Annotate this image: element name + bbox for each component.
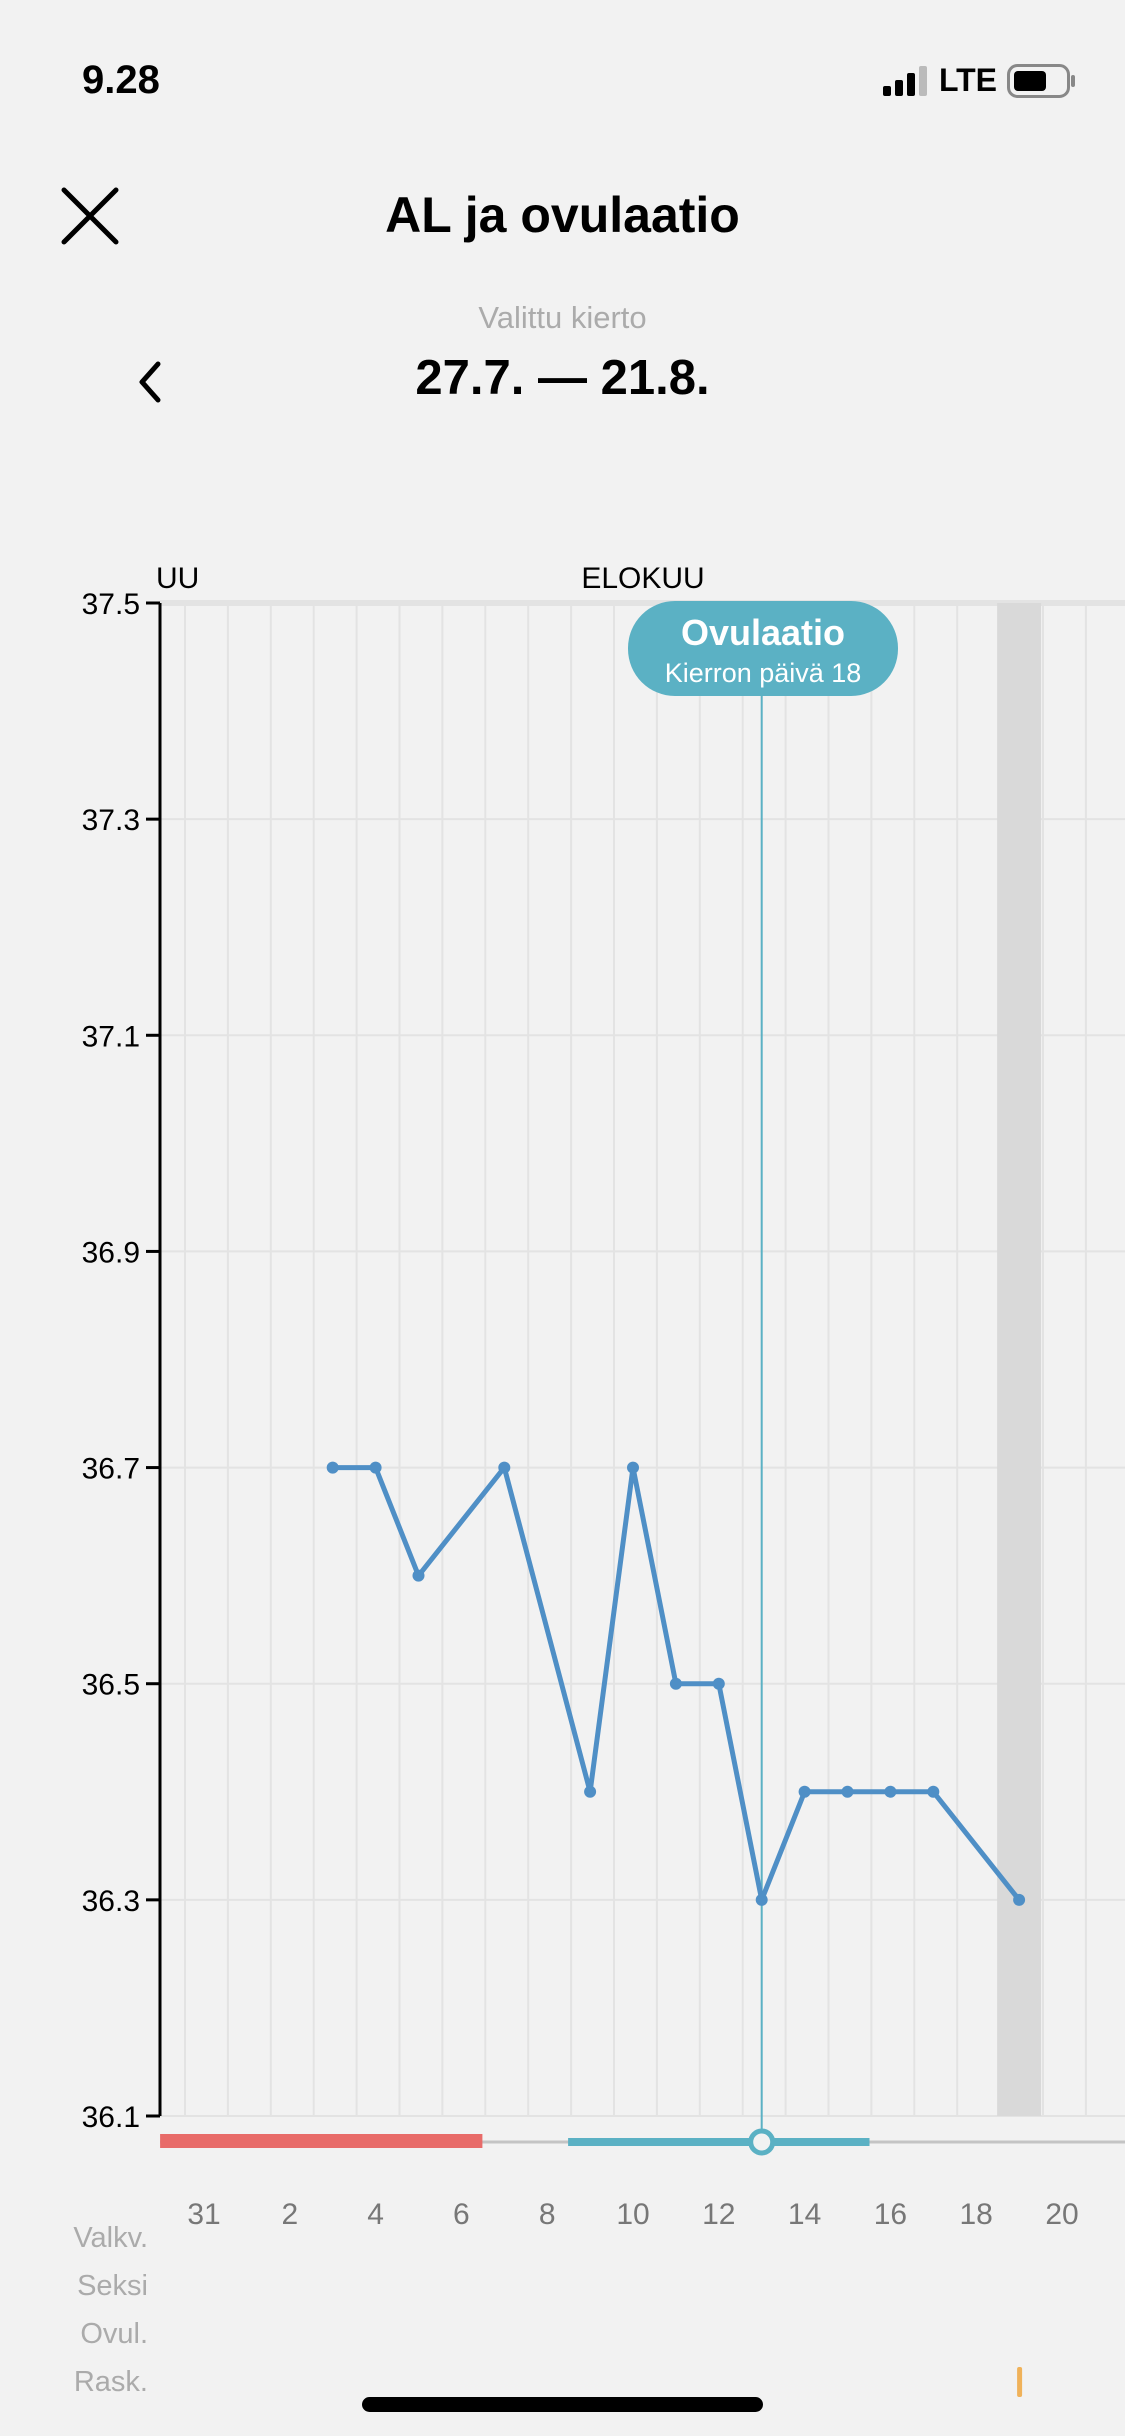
x-axis-labels: 31 2 4 6 8 10 12 14 16 18 20 — [187, 2198, 1078, 2231]
cycle-label: Valittu kierto — [478, 300, 647, 335]
status-icons: LTE — [882, 62, 1077, 99]
temperature-line — [332, 1465, 1022, 1903]
x-tick-label: 4 — [367, 2198, 384, 2231]
y-tick-label: 37.3 — [82, 804, 140, 837]
data-point — [884, 1785, 897, 1798]
status-time: 9.28 — [82, 58, 160, 102]
highlighted-day-band — [997, 603, 1042, 2116]
x-tick-label: 10 — [616, 2198, 649, 2231]
chart-grid — [160, 600, 1125, 2117]
cycle-range: 27.7. — 21.8. — [415, 351, 710, 405]
data-point — [1013, 1893, 1026, 1906]
x-tick-label: 20 — [1045, 2198, 1078, 2231]
y-tick-label: 36.3 — [82, 1885, 140, 1918]
x-tick-label: 16 — [874, 2198, 907, 2231]
x-tick-label: 12 — [702, 2198, 735, 2231]
y-tick-label: 37.1 — [82, 1020, 140, 1053]
row-label-sex: Seksi — [77, 2270, 148, 2302]
x-tick-label: 8 — [539, 2198, 556, 2231]
y-tick-label: 36.1 — [82, 2101, 140, 2134]
data-point — [498, 1461, 511, 1474]
y-axis: 37.5 37.3 37.1 36.9 36.7 36.5 36.3 36.1 — [82, 588, 162, 2134]
data-point — [669, 1677, 682, 1690]
month-label: ELOKUU — [581, 562, 704, 595]
close-icon[interactable] — [58, 184, 122, 248]
battery-icon — [1007, 63, 1075, 98]
data-point — [412, 1569, 425, 1582]
y-tick-label: 37.5 — [82, 588, 140, 621]
data-point — [627, 1461, 639, 1474]
data-point — [326, 1461, 339, 1474]
x-tick-label: 14 — [788, 2198, 821, 2231]
data-point — [369, 1461, 382, 1474]
x-tick-label: 2 — [281, 2198, 298, 2231]
ovulation-badge-title: Ovulaatio — [681, 612, 845, 653]
ovulation-badge[interactable]: Ovulaatio Kierron päivä 18 — [628, 601, 898, 696]
cycle-phase-bars — [160, 2128, 1125, 2156]
x-tick-label: 6 — [453, 2198, 470, 2231]
data-point — [798, 1785, 811, 1798]
page-title: AL ja ovulaatio — [385, 187, 740, 243]
ovulation-marker — [748, 2128, 776, 2156]
data-point — [841, 1785, 854, 1798]
y-tick-label: 36.5 — [82, 1669, 140, 1702]
row-label-pregnancy: Rask. — [73, 2366, 148, 2398]
y-tick-label: 36.7 — [82, 1453, 140, 1486]
temperature-series — [326, 1461, 1026, 1906]
pregnancy-test-marker — [1017, 2367, 1023, 2397]
chevron-left-icon[interactable] — [130, 358, 170, 406]
ovulation-badge-subtitle: Kierron päivä 18 — [665, 658, 862, 688]
data-point — [584, 1785, 597, 1798]
row-label-ovulation: Ovul. — [80, 2318, 148, 2350]
row-label-discharge: Valkv. — [73, 2222, 148, 2254]
fertile-window-bar — [568, 2138, 870, 2146]
home-indicator[interactable] — [362, 2397, 763, 2412]
signal-bars-icon — [882, 65, 927, 96]
period-bar — [160, 2134, 483, 2148]
x-tick-label: 18 — [960, 2198, 993, 2231]
x-tick-label: 31 — [187, 2198, 220, 2231]
data-point — [755, 1893, 768, 1906]
month-label: UU — [156, 562, 199, 595]
y-tick-label: 36.9 — [82, 1236, 140, 1269]
data-point — [927, 1785, 940, 1798]
data-point — [712, 1677, 725, 1690]
network-type: LTE — [938, 62, 997, 98]
